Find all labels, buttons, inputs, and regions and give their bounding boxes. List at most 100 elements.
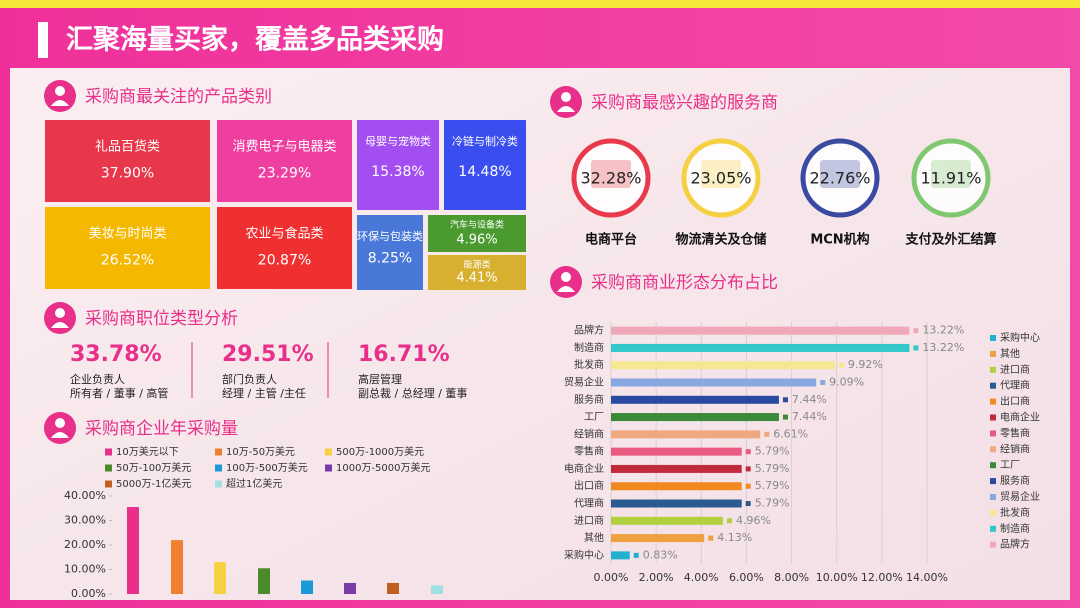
y-tick-label: 零售商 — [574, 445, 604, 458]
legend-label: 超过1亿美元 — [226, 477, 282, 490]
value-label: 5.79% — [755, 462, 790, 475]
section-title: 采购商职位类型分析 — [85, 309, 238, 329]
treemap-cell — [444, 120, 526, 210]
legend-label: 10万美元以下 — [116, 445, 179, 458]
ring — [571, 138, 651, 218]
section-icon-body — [51, 432, 69, 438]
treemap-label: 能源类 — [463, 259, 490, 271]
y-tick-label: 电商企业 — [564, 462, 604, 475]
treemap-value: 8.25% — [368, 251, 412, 267]
legend-swatch — [990, 430, 996, 437]
x-tick-label: 8.00% — [774, 571, 809, 584]
bar — [611, 447, 742, 456]
section-icon-head — [561, 272, 571, 282]
legend-swatch — [990, 366, 996, 373]
treemap-cell — [217, 120, 352, 202]
ring-value: 22.76% — [809, 169, 870, 188]
bar — [611, 551, 630, 560]
value-label: 4.13% — [717, 531, 752, 544]
legend-swatch — [990, 350, 996, 357]
treemap-cell — [45, 120, 210, 202]
value-dot — [913, 345, 919, 351]
treemap-label: 美妆与时尚类 — [88, 227, 166, 242]
legend-label: 其他 — [1000, 347, 1020, 360]
section-title: 采购商企业年采购量 — [85, 419, 238, 439]
ring-value: 32.28% — [580, 169, 641, 188]
legend-label: 电商企业 — [1000, 411, 1040, 424]
value-dot — [913, 328, 919, 334]
ring-value: 23.05% — [690, 169, 751, 188]
stat-description: 所有者 / 董事 / 高管 — [70, 386, 168, 400]
section-icon-head — [55, 418, 65, 428]
treemap-cell — [217, 207, 352, 289]
legend-label: 贸易企业 — [1000, 490, 1040, 503]
treemap-label: 环保与包装类 — [357, 229, 423, 243]
y-tick-label: 经销商 — [574, 427, 604, 440]
bar — [611, 378, 817, 387]
legend-label: 批发商 — [1000, 506, 1030, 519]
y-tick-label: 采购中心 — [564, 548, 604, 561]
y-tick-label: 40.00% — [64, 489, 106, 502]
treemap-value: 4.41% — [456, 271, 497, 286]
top-strip — [0, 0, 1080, 8]
legend-label: 采购中心 — [1000, 331, 1040, 344]
value-label: 13.22% — [922, 341, 964, 354]
legend-swatch — [325, 464, 332, 472]
treemap-value: 23.29% — [258, 165, 311, 181]
bar — [611, 430, 761, 439]
bar — [431, 585, 443, 594]
y-tick-label: 品牌方 — [574, 324, 604, 337]
section-title: 采购商最关注的产品类别 — [85, 87, 272, 107]
legend-swatch — [990, 335, 996, 341]
y-tick-label: 进口商 — [574, 514, 604, 527]
ring — [681, 138, 761, 218]
x-tick-label: 0.00% — [594, 571, 629, 584]
title-bar — [38, 22, 48, 58]
value-dot — [745, 466, 751, 472]
legend-label: 经销商 — [1000, 442, 1030, 455]
legend-swatch — [215, 464, 222, 472]
bar — [344, 582, 356, 594]
treemap-label: 冷链与制冷类 — [452, 134, 518, 148]
section-icon-body — [51, 322, 69, 328]
bar — [171, 540, 183, 594]
value-label: 5.79% — [755, 479, 790, 492]
legend-label: 品牌方 — [1000, 538, 1030, 551]
x-tick-label: 6.00% — [729, 571, 764, 584]
legend-label: 出口商 — [1000, 395, 1030, 408]
value-label: 9.09% — [829, 376, 864, 389]
bar — [301, 580, 313, 594]
x-tick-label: 14.00% — [906, 571, 948, 584]
ring-icon — [591, 160, 631, 188]
legend-swatch — [990, 398, 996, 405]
value-dot — [633, 552, 639, 558]
legend-label: 50万-100万美元 — [116, 461, 191, 474]
value-dot — [764, 431, 770, 437]
legend-label: 服务商 — [1000, 474, 1030, 487]
stat-description: 经理 / 主管 /主任 — [222, 386, 306, 400]
y-tick-label: 贸易企业 — [564, 376, 604, 389]
value-label: 5.79% — [755, 497, 790, 510]
legend-label: 5000万-1亿美元 — [116, 477, 191, 490]
legend-swatch — [990, 541, 996, 548]
treemap-cell — [357, 120, 439, 210]
treemap-label: 消费电子与电器类 — [232, 140, 336, 155]
treemap-value: 15.38% — [371, 164, 424, 180]
bar — [611, 499, 742, 508]
value-dot — [726, 518, 732, 524]
y-tick-label: 制造商 — [574, 341, 604, 354]
x-tick-label: 12.00% — [861, 571, 903, 584]
ring-icon — [931, 160, 971, 188]
y-tick-label: 工厂 — [584, 412, 604, 423]
stat-description: 高层管理 — [358, 372, 402, 386]
ring — [800, 138, 880, 218]
legend-swatch — [990, 525, 996, 532]
bar — [258, 568, 270, 594]
legend-label: 10万-50万美元 — [226, 445, 295, 458]
value-label: 6.61% — [773, 427, 808, 440]
legend-swatch — [105, 464, 112, 472]
bar — [611, 482, 742, 491]
value-dot — [820, 380, 826, 385]
treemap-value: 20.87% — [258, 252, 311, 268]
